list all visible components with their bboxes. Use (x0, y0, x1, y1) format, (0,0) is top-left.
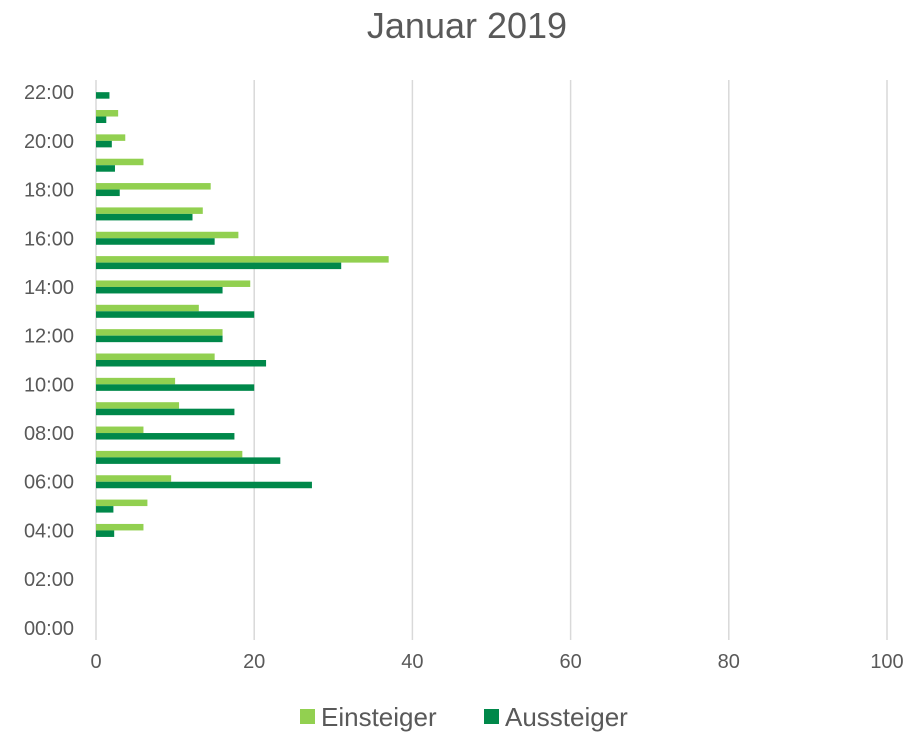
bar-aussteiger-1300 (96, 311, 255, 318)
bar-aussteiger-2000 (96, 140, 112, 148)
bar-einsteiger-2000 (96, 134, 126, 141)
y-tick-label: 10:00 (24, 374, 74, 396)
y-tick-label: 18:00 (24, 180, 74, 202)
bar-aussteiger-2200 (96, 92, 110, 99)
bar-aussteiger-1500 (96, 262, 342, 270)
x-tick-label: 40 (401, 651, 423, 673)
y-tick-label: 22:00 (24, 82, 74, 104)
bar-einsteiger-1100 (96, 353, 215, 360)
y-tick-label: 08:00 (24, 423, 74, 445)
x-tick-label: 100 (870, 651, 903, 673)
y-tick-label: 12:00 (24, 326, 74, 348)
bar-aussteiger-1600 (96, 238, 215, 245)
bars (96, 92, 389, 537)
y-tick-label: 16:00 (24, 228, 74, 250)
bar-einsteiger-1500 (96, 256, 389, 263)
bar-aussteiger-1000 (96, 384, 255, 391)
bar-einsteiger-1300 (96, 304, 199, 312)
legend-swatch-aussteiger (484, 709, 499, 724)
bar-aussteiger-1900 (96, 165, 115, 172)
legend-label-aussteiger: Aussteiger (505, 702, 628, 732)
y-tick-label: 00:00 (24, 618, 74, 640)
x-axis-ticks: 0 20 40 60 80 100 (90, 651, 903, 673)
legend: Einsteiger Aussteiger (300, 702, 628, 732)
bar-einsteiger-0600 (96, 475, 172, 482)
x-tick-label: 20 (243, 651, 265, 673)
bar-einsteiger-2100 (96, 110, 119, 117)
x-tick-label: 60 (559, 651, 581, 673)
x-tick-label: 0 (90, 651, 101, 673)
bar-einsteiger-0800 (96, 426, 144, 434)
legend-swatch-einsteiger (300, 709, 315, 724)
bar-aussteiger-0900 (96, 408, 235, 416)
legend-label-einsteiger: Einsteiger (321, 702, 437, 732)
bar-aussteiger-1700 (96, 213, 193, 221)
y-tick-label: 06:00 (24, 472, 74, 494)
bar-einsteiger-1200 (96, 329, 223, 336)
bar-aussteiger-1200 (96, 335, 223, 343)
bar-aussteiger-0400 (96, 530, 115, 537)
y-tick-label: 04:00 (24, 520, 74, 542)
bar-einsteiger-1900 (96, 158, 144, 166)
bar-aussteiger-1800 (96, 189, 120, 197)
y-axis-ticks: 00:00 02:00 04:00 06:00 08:00 10:00 12:00 14:00… (24, 82, 74, 640)
bar-einsteiger-1400 (96, 280, 251, 287)
x-tick-label: 80 (718, 651, 740, 673)
chart-title: Januar 2019 (367, 5, 567, 46)
bar-aussteiger-0500 (96, 506, 114, 513)
bar-aussteiger-0700 (96, 457, 281, 464)
bar-aussteiger-1100 (96, 360, 267, 367)
bar-aussteiger-2100 (96, 116, 107, 124)
y-tick-label: 20:00 (24, 131, 74, 153)
bar-aussteiger-0600 (96, 481, 312, 489)
bar-einsteiger-1000 (96, 377, 176, 385)
y-tick-label: 14:00 (24, 277, 74, 299)
bar-einsteiger-0900 (96, 402, 180, 409)
y-tick-label: 02:00 (24, 569, 74, 591)
bar-einsteiger-0700 (96, 450, 243, 458)
bar-aussteiger-0800 (96, 433, 235, 440)
bar-einsteiger-1600 (96, 231, 239, 239)
bar-einsteiger-1800 (96, 183, 211, 190)
bar-aussteiger-1400 (96, 286, 223, 294)
bar-einsteiger-1700 (96, 207, 203, 214)
gridlines (95, 80, 888, 640)
bar-einsteiger-0500 (96, 499, 148, 507)
bar-einsteiger-0400 (96, 523, 144, 531)
